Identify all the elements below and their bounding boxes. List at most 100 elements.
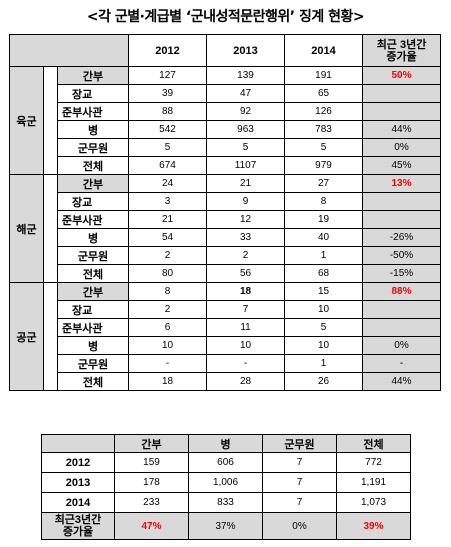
- table-row: 군무원 - - 1 -: [10, 354, 442, 373]
- cell: 92: [206, 102, 286, 121]
- row-label: 준부사관: [56, 210, 130, 229]
- cell: 18: [128, 372, 208, 391]
- row-label: 장교: [56, 300, 130, 319]
- rate-cell: -15%: [362, 264, 442, 283]
- cell: 5: [206, 138, 286, 157]
- table-row: 전체 80 56 68 -15%: [10, 264, 442, 283]
- cell: -: [206, 354, 286, 373]
- table-row: 군무원 5 5 5 0%: [10, 138, 442, 157]
- rate-cell: [362, 102, 442, 121]
- header-blank-cell: [41, 434, 115, 453]
- header-year: 2012: [128, 34, 208, 67]
- cell: 1107: [206, 156, 286, 175]
- table-row: 준부사관 21 12 19: [10, 210, 442, 229]
- page-title: <각 군별·계급별 ‘군내성적문란행위’ 징계 현황>: [86, 9, 365, 25]
- header-rate: 최근 3년간 증가율: [362, 34, 442, 67]
- cell: 5: [128, 138, 208, 157]
- row-label: 준부사관: [56, 102, 130, 121]
- cell: 783: [284, 120, 364, 139]
- cell: 233: [114, 492, 189, 513]
- cell: 963: [206, 120, 286, 139]
- cell: 159: [114, 452, 189, 473]
- header-year: 2014: [284, 34, 364, 67]
- table-row: 장교 39 47 65: [10, 84, 442, 103]
- discipline-by-branch-table: 2012 2013 2014 최근 3년간 증가율 육군 간부 127 139 1…: [8, 34, 442, 391]
- rate-cell: 47%: [114, 512, 189, 540]
- rate-cell: 50%: [362, 66, 442, 85]
- rate-cell: 0%: [362, 138, 442, 157]
- row-label: 2012: [41, 452, 115, 473]
- header-cell: 전체: [336, 434, 411, 453]
- table-row: 병 54 33 40 -26%: [10, 228, 442, 247]
- cell: 127: [128, 66, 208, 85]
- cell: 6: [128, 318, 208, 337]
- row-label: 전체: [56, 156, 130, 175]
- rate-cell: -50%: [362, 246, 442, 265]
- cell: 2: [128, 246, 208, 265]
- rate-cell: -: [362, 354, 442, 373]
- cell: 139: [206, 66, 286, 85]
- cell: 80: [128, 264, 208, 283]
- cell: 28: [206, 372, 286, 391]
- cell: 833: [188, 492, 263, 513]
- table-row: 장교 2 7 10: [10, 300, 442, 319]
- cell: 24: [128, 174, 208, 193]
- row-label: 2014: [41, 492, 115, 513]
- row-label: 병: [56, 120, 130, 139]
- indent-cell: [43, 282, 58, 391]
- row-label: 장교: [56, 192, 130, 211]
- group-label: 해군: [9, 174, 44, 283]
- cell: 1: [284, 354, 364, 373]
- cell: 2: [128, 300, 208, 319]
- summary-by-year-table: 간부 병 군무원 전체 2012 159 606 7 772 2013 178 …: [41, 434, 411, 540]
- header-blank-cell: [8, 34, 130, 67]
- rate-cell: 88%: [362, 282, 442, 301]
- cell: 5: [284, 138, 364, 157]
- table-row: 공군 간부 8 18 15 88%: [9, 282, 442, 391]
- table-row: 해군 간부 24 21 27 13%: [9, 174, 442, 283]
- cell: 7: [262, 472, 337, 493]
- cell: 12: [206, 210, 286, 229]
- cell: 33: [206, 228, 286, 247]
- cell: 8: [284, 192, 364, 211]
- cell: 39: [128, 84, 208, 103]
- cell: 979: [284, 156, 364, 175]
- cell: 5: [284, 318, 364, 337]
- row-label: 병: [56, 336, 130, 355]
- rate-cell: 13%: [362, 174, 442, 193]
- table-row: 전체 674 1107 979 45%: [10, 156, 442, 175]
- cell: 10: [284, 336, 364, 355]
- table-row: 2012 159 606 7 772: [41, 452, 411, 473]
- cell: 126: [284, 102, 364, 121]
- row-label: 준부사관: [56, 318, 130, 337]
- header-cell: 간부: [114, 434, 189, 453]
- row-label: 최근3년간 증가율: [41, 512, 115, 540]
- row-label: 전체: [56, 372, 130, 391]
- cell: 40: [284, 228, 364, 247]
- row-label: 간부: [56, 174, 130, 193]
- rate-cell: 37%: [188, 512, 263, 540]
- cell: 27: [284, 174, 364, 193]
- table-row: 병 10 10 10 0%: [10, 336, 442, 355]
- cell: 674: [128, 156, 208, 175]
- cell: 178: [114, 472, 189, 493]
- cell: 21: [128, 210, 208, 229]
- table-row: 병 542 963 783 44%: [10, 120, 442, 139]
- rate-cell: 44%: [362, 120, 442, 139]
- cell: 191: [284, 66, 364, 85]
- table-row: 전체 18 28 26 44%: [10, 372, 442, 391]
- cell: -: [128, 354, 208, 373]
- row-label: 장교: [56, 84, 130, 103]
- row-label: 군무원: [56, 246, 130, 265]
- rate-cell: 45%: [362, 156, 442, 175]
- cell: 7: [262, 452, 337, 473]
- indent-cell: [43, 174, 58, 283]
- rate-cell: [362, 192, 442, 211]
- row-label: 2013: [41, 472, 115, 493]
- table-row: 2013 178 1,006 7 1,191: [41, 472, 411, 493]
- row-label: 간부: [56, 66, 130, 85]
- indent-cell: [43, 66, 58, 175]
- cell: 9: [206, 192, 286, 211]
- cell: 47: [206, 84, 286, 103]
- rate-cell: [362, 318, 442, 337]
